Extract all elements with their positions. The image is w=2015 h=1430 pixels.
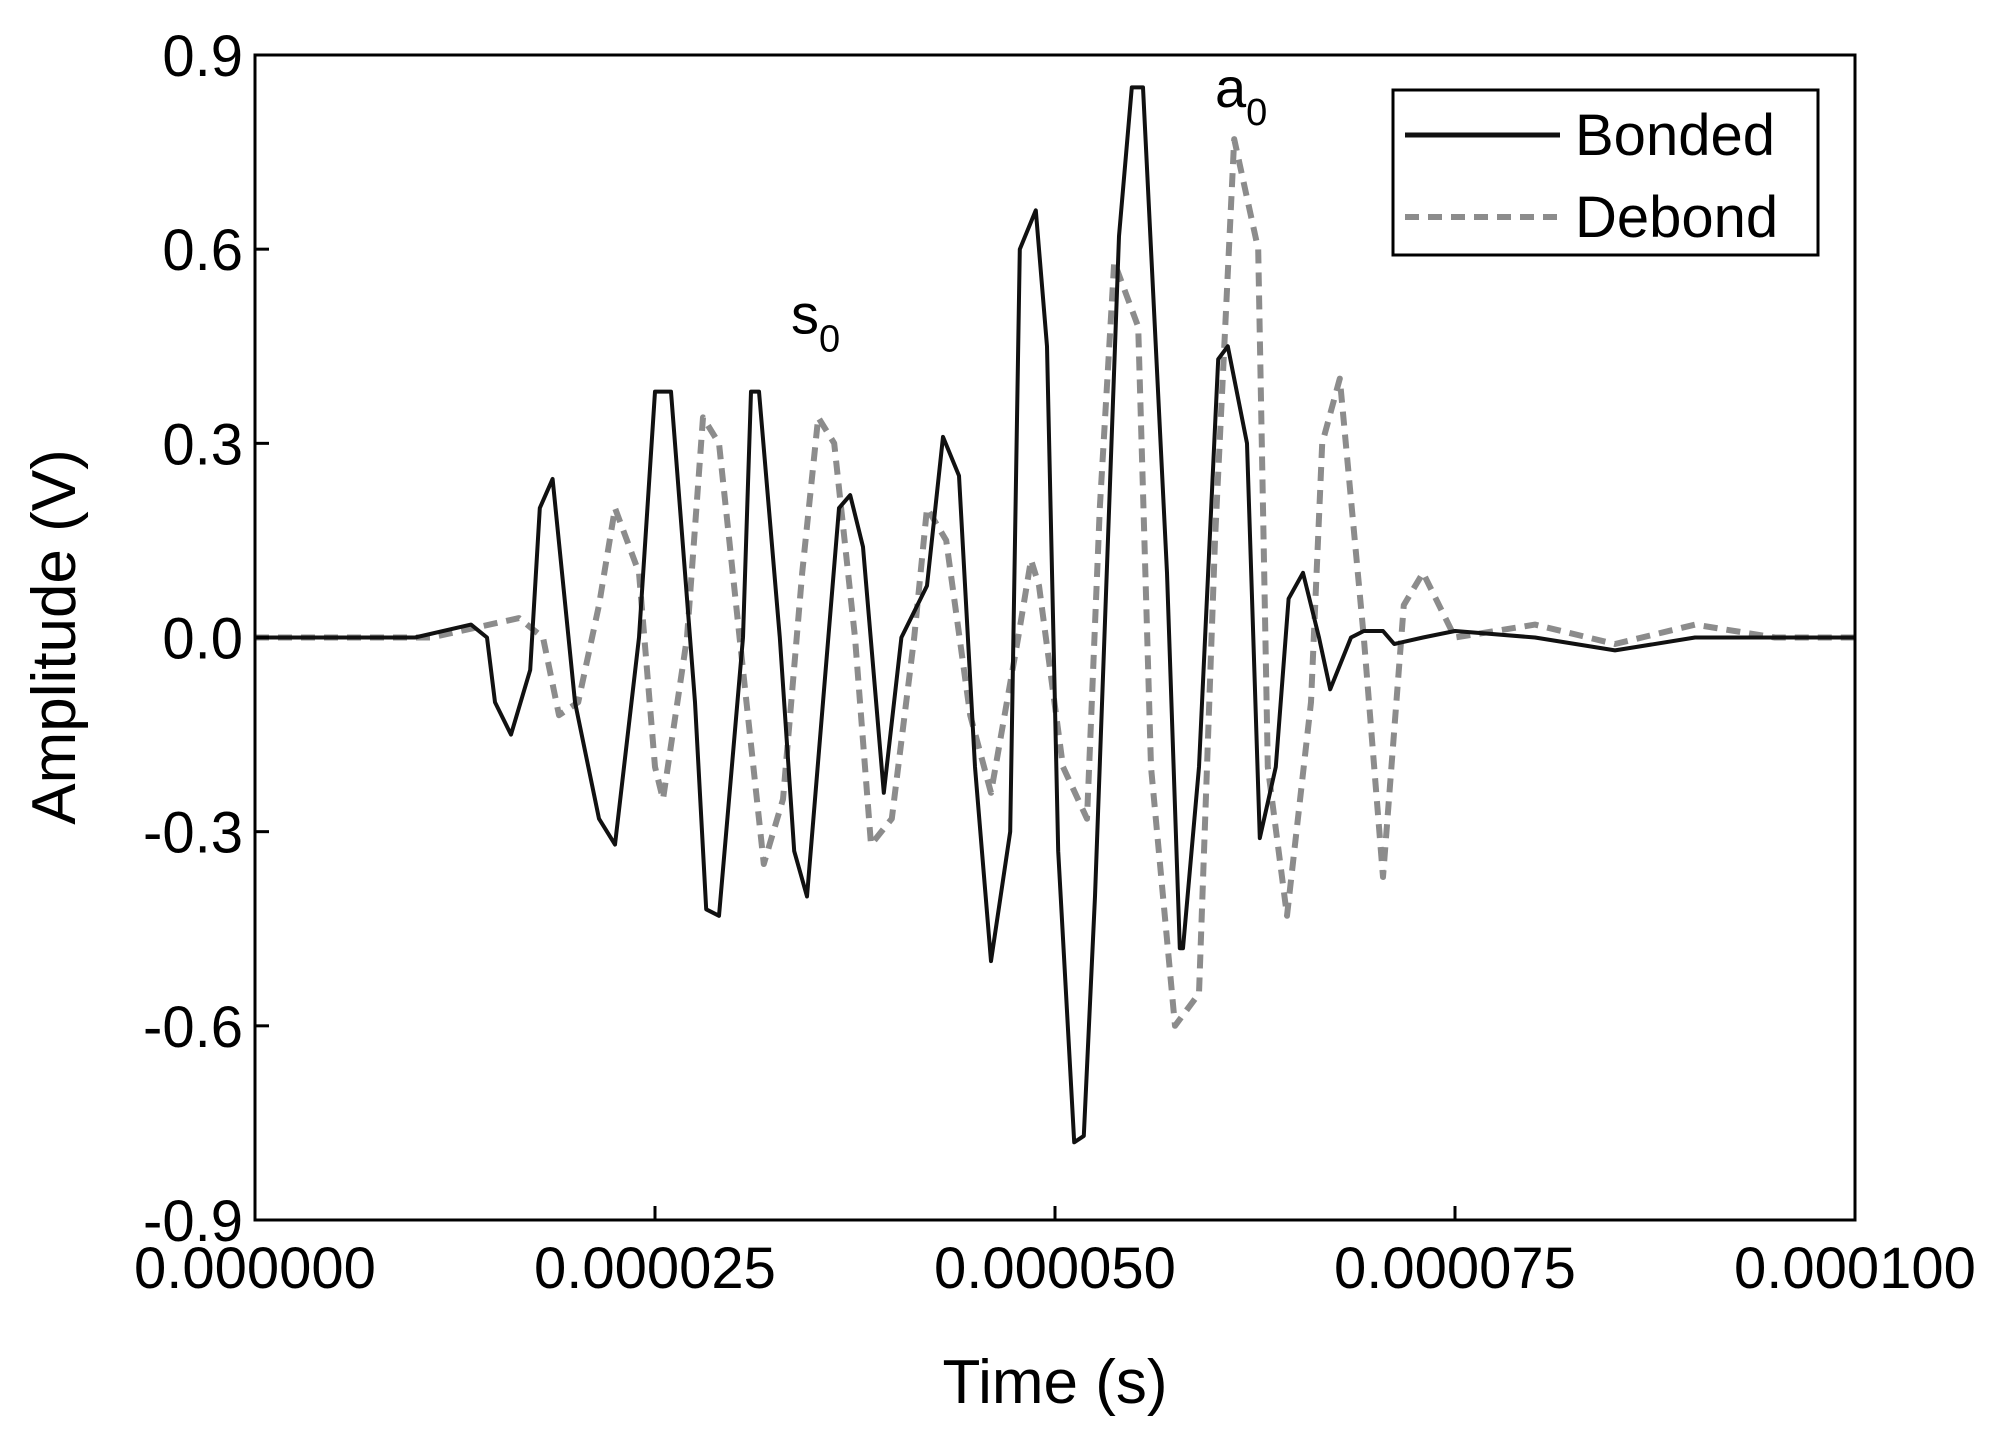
series-line-bonded <box>255 85 1855 1145</box>
annotation-a0: a0 <box>1215 56 1267 134</box>
y-tick-label: 0.3 <box>162 412 243 477</box>
y-axis: 0.9 0.6 0.3 0.0 -0.3 -0.6 -0.9 <box>143 24 269 1254</box>
x-tick-label: 0.000025 <box>534 1236 776 1301</box>
y-axis-title: Amplitude (V) <box>20 449 89 825</box>
legend-label-bonded: Bonded <box>1575 103 1775 168</box>
x-axis: 0.000000 0.000025 0.000050 0.000075 0.000100 <box>134 1206 1976 1301</box>
x-axis-title: Time (s) <box>943 1348 1168 1417</box>
y-tick-label: 0.0 <box>162 607 243 672</box>
y-tick-label: -0.3 <box>143 801 243 866</box>
series-line-debond <box>255 136 1855 1029</box>
x-tick-label: 0.000050 <box>934 1236 1176 1301</box>
legend: Bonded Debond <box>1391 88 1820 257</box>
y-tick-label: 0.6 <box>162 218 243 283</box>
x-tick-label: 0.000075 <box>1334 1236 1576 1301</box>
legend-box <box>1391 88 1820 257</box>
legend-label-debond: Debond <box>1575 185 1778 250</box>
y-tick-label: -0.9 <box>143 1189 243 1254</box>
x-tick-label: 0.000000 <box>134 1236 376 1301</box>
x-tick-label: 0.000100 <box>1734 1236 1976 1301</box>
annotation-s0: s0 <box>791 282 840 360</box>
y-tick-label: 0.9 <box>162 24 243 89</box>
y-tick-label: -0.6 <box>143 995 243 1060</box>
annotations: s0 a0 <box>791 56 1267 361</box>
series-layer <box>255 85 1855 1145</box>
